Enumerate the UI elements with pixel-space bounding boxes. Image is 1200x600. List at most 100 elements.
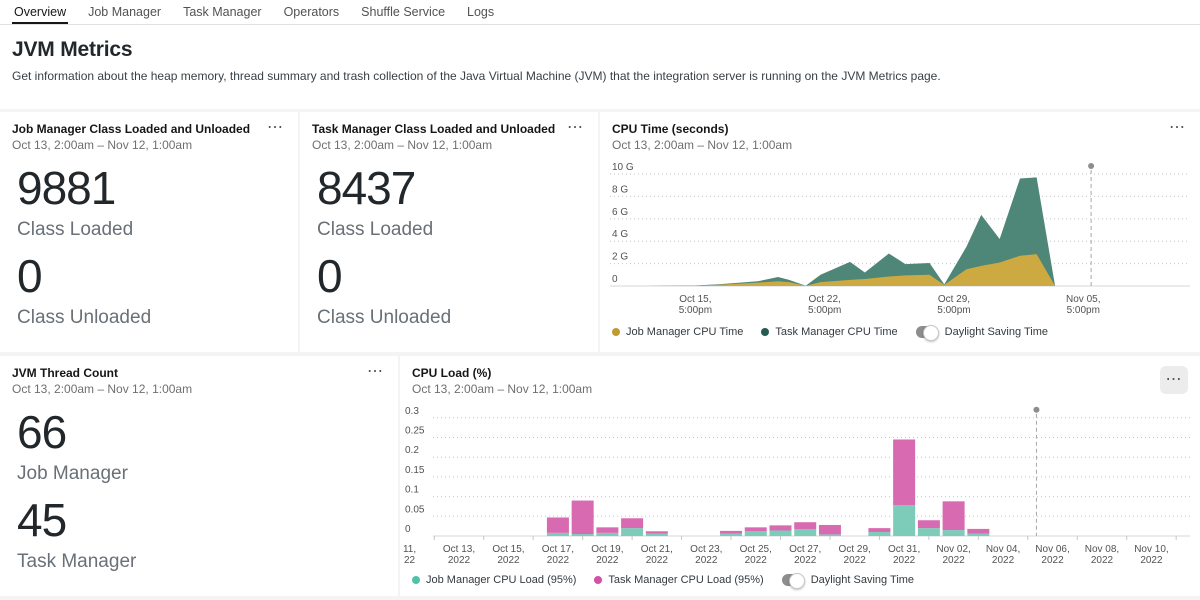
legend-dot <box>612 328 620 336</box>
metric-class-unloaded: 0 Class Unloaded <box>317 252 451 329</box>
card-time-range: Oct 13, 2:00am – Nov 12, 1:00am <box>312 138 493 152</box>
svg-text:Oct 19,2022: Oct 19, 2022 <box>591 544 623 566</box>
card-cpu-load-chart: CPU Load (%) Oct 13, 2:00am – Nov 12, 1:… <box>400 356 1200 596</box>
tab-overview[interactable]: Overview <box>12 0 69 24</box>
card-title: Task Manager Class Loaded and Unloaded <box>312 122 556 136</box>
svg-text:0: 0 <box>405 524 411 535</box>
legend-label: Job Manager CPU Load (95%) <box>426 574 577 586</box>
svg-text:2 G: 2 G <box>612 252 628 263</box>
legend-dot <box>594 576 603 584</box>
cpu-time-area-chart: 10 G 8 G 6 G 4 G 2 G 0 Oct 15, 5:00pm Oct 22, 5:0… <box>610 162 1190 316</box>
legend-item-task-manager-cpu-time[interactable]: Task Manager CPU Time <box>761 326 898 338</box>
svg-text:8 G: 8 G <box>612 184 628 195</box>
card-task-manager-class-loaded: Task Manager Class Loaded and Unloaded O… <box>300 112 598 352</box>
tab-task-manager[interactable]: Task Manager <box>183 5 262 19</box>
legend-item-task-manager-cpu-load[interactable]: Task Manager CPU Load (95%) <box>594 574 764 586</box>
metric-label: Job Manager <box>17 463 128 485</box>
page-header: JVM Metrics Get information about the he… <box>0 25 1200 109</box>
card-time-range: Oct 13, 2:00am – Nov 12, 1:00am <box>412 382 593 396</box>
page-title: JVM Metrics <box>12 38 133 61</box>
svg-text:10 G: 10 G <box>612 162 634 173</box>
tab-shuffle-service[interactable]: Shuffle Service <box>361 5 446 19</box>
card-title: CPU Load (%) <box>412 366 492 380</box>
metric-value: 8437 <box>317 162 416 214</box>
svg-text:0: 0 <box>612 274 618 285</box>
toggle-label: Daylight Saving Time <box>810 574 915 586</box>
svg-text:Nov 08,2022: Nov 08, 2022 <box>1085 544 1119 566</box>
svg-text:Oct 13,2022: Oct 13, 2022 <box>443 544 475 566</box>
cpu-load-legend: Job Manager CPU Load (95%) Task Manager … <box>412 573 915 589</box>
metric-label: Class Unloaded <box>17 307 152 329</box>
metric-label: Class Unloaded <box>317 307 452 329</box>
card-title: CPU Time (seconds) <box>612 122 729 136</box>
overflow-menu-icon[interactable]: ⋯ <box>567 119 584 136</box>
svg-text:0.2: 0.2 <box>405 445 419 456</box>
overflow-menu-icon[interactable]: ⋯ <box>267 119 284 136</box>
tab-operators[interactable]: Operators <box>283 5 340 19</box>
svg-text:Oct 23,2022: Oct 23, 2022 <box>690 544 722 566</box>
metric-value: 9881 <box>17 162 116 214</box>
card-cpu-time-chart: CPU Time (seconds) Oct 13, 2:00am – Nov … <box>600 112 1200 352</box>
metric-class-unloaded: 0 Class Unloaded <box>17 252 151 329</box>
legend-dot <box>761 328 770 336</box>
toggle-switch-icon <box>915 325 939 341</box>
metric-job-manager-threads: 66 Job Manager <box>17 408 128 485</box>
metric-class-loaded: 8437 Class Loaded <box>317 164 433 241</box>
svg-text:Oct 15,2022: Oct 15, 2022 <box>492 544 524 566</box>
svg-text:Oct 15,5:00pm: Oct 15, 5:00pm <box>679 294 712 316</box>
legend-dot <box>412 576 420 584</box>
svg-text:6 G: 6 G <box>612 207 628 218</box>
top-tab-bar: Overview Job Manager Task Manager Operat… <box>0 0 1200 25</box>
card-jvm-thread-count: JVM Thread Count Oct 13, 2:00am – Nov 12… <box>0 356 398 596</box>
cpu-time-legend: Job Manager CPU Time Task Manager CPU Ti… <box>612 325 1048 341</box>
card-job-manager-class-loaded: Job Manager Class Loaded and Unloaded Oc… <box>0 112 298 352</box>
cpu-load-bar-chart: 0.3 0.25 0.2 0.15 0.1 0.05 0 11, 22 Oct 13, 2022 Oc… <box>403 406 1190 566</box>
svg-text:Oct 29,2022: Oct 29, 2022 <box>839 544 871 566</box>
card-time-range: Oct 13, 2:00am – Nov 12, 1:00am <box>12 382 193 396</box>
legend-label: Job Manager CPU Time <box>626 326 744 338</box>
svg-text:Nov 10,2022: Nov 10, 2022 <box>1134 544 1168 566</box>
svg-text:Oct 17,2022: Oct 17, 2022 <box>542 544 574 566</box>
metric-value: 66 <box>17 406 67 458</box>
card-title: JVM Thread Count <box>12 366 119 380</box>
daylight-saving-toggle[interactable]: Daylight Saving Time <box>915 325 1048 341</box>
svg-text:Nov 04,2022: Nov 04, 2022 <box>986 544 1020 566</box>
svg-text:11,22: 11, 22 <box>403 544 416 566</box>
daylight-saving-toggle[interactable]: Daylight Saving Time <box>781 573 915 589</box>
svg-text:Oct 21,2022: Oct 21, 2022 <box>641 544 673 566</box>
legend-item-job-manager-cpu-load[interactable]: Job Manager CPU Load (95%) <box>412 574 576 586</box>
metric-value: 0 <box>317 250 343 302</box>
svg-text:Oct 31,2022: Oct 31, 2022 <box>888 544 920 566</box>
overflow-menu-icon[interactable]: ⋯ <box>367 363 384 380</box>
svg-text:0.25: 0.25 <box>405 426 425 437</box>
toggle-switch-icon <box>781 573 805 589</box>
metric-label: Class Loaded <box>317 219 434 241</box>
legend-label: Task Manager CPU Time <box>775 326 898 338</box>
metric-label: Class Loaded <box>17 219 134 241</box>
svg-text:Nov 05,5:00pm: Nov 05, 5:00pm <box>1066 294 1100 316</box>
svg-text:Nov 02,2022: Nov 02, 2022 <box>936 544 970 566</box>
tab-job-manager[interactable]: Job Manager <box>88 5 162 19</box>
page-description: Get information about the heap memory, t… <box>12 69 941 83</box>
svg-text:Oct 22,5:00pm: Oct 22, 5:00pm <box>808 294 841 316</box>
svg-text:0.05: 0.05 <box>405 504 425 515</box>
tab-logs[interactable]: Logs <box>467 5 495 19</box>
metric-task-manager-threads: 45 Task Manager <box>17 496 136 573</box>
svg-text:0.15: 0.15 <box>405 465 425 476</box>
svg-text:4 G: 4 G <box>612 229 628 240</box>
legend-item-job-manager-cpu-time[interactable]: Job Manager CPU Time <box>612 326 743 338</box>
card-title: Job Manager Class Loaded and Unloaded <box>12 122 251 136</box>
metric-label: Task Manager <box>17 551 137 573</box>
svg-text:0.1: 0.1 <box>405 485 419 496</box>
overflow-menu-icon[interactable]: ⋯ <box>1160 366 1188 394</box>
metric-class-loaded: 9881 Class Loaded <box>17 164 133 241</box>
card-time-range: Oct 13, 2:00am – Nov 12, 1:00am <box>612 138 793 152</box>
metric-value: 45 <box>17 494 67 546</box>
toggle-label: Daylight Saving Time <box>944 326 1048 338</box>
svg-text:Nov 06,2022: Nov 06, 2022 <box>1035 544 1069 566</box>
svg-text:Oct 25,2022: Oct 25, 2022 <box>740 544 772 566</box>
svg-text:Oct 29,5:00pm: Oct 29, 5:00pm <box>937 294 970 316</box>
svg-text:Oct 27,2022: Oct 27, 2022 <box>789 544 821 566</box>
overflow-menu-icon[interactable]: ⋯ <box>1169 119 1186 136</box>
svg-text:0.3: 0.3 <box>405 406 419 417</box>
